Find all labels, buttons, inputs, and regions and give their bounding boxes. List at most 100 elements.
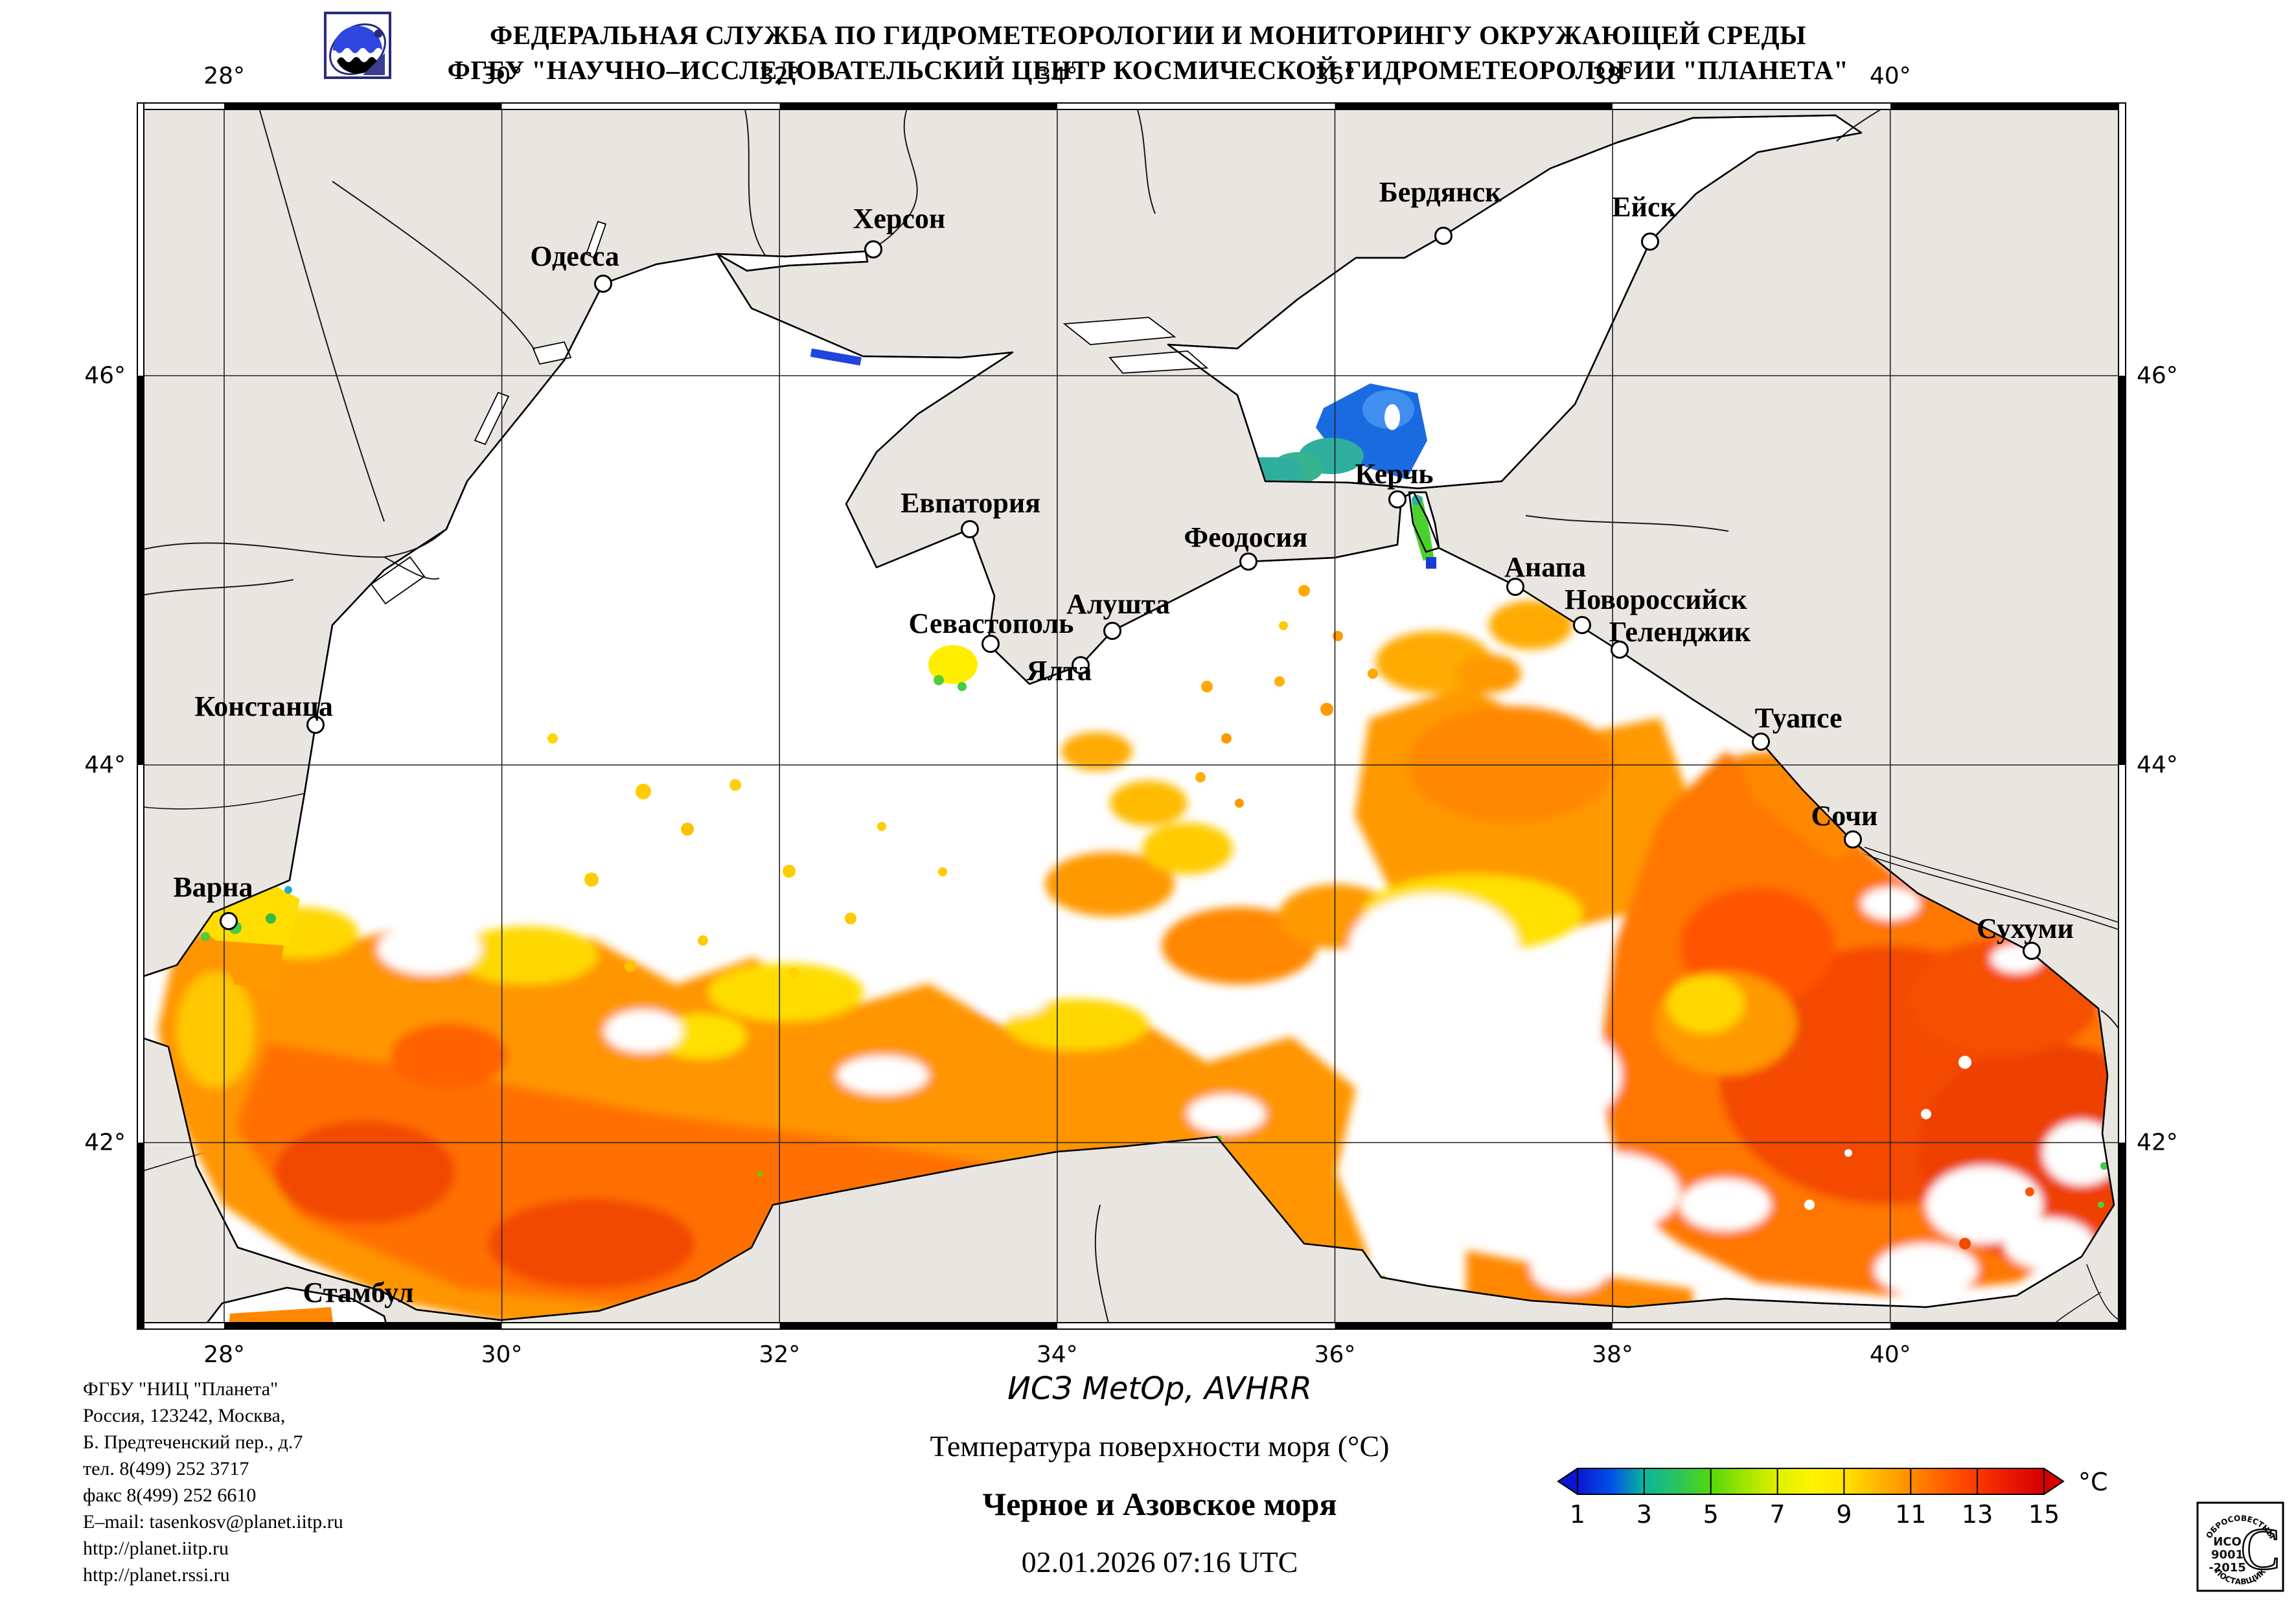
- city-marker: [1640, 232, 1659, 251]
- city-label: Ялта: [1026, 654, 1092, 687]
- city-label: Севастополь: [908, 607, 1074, 639]
- frame-band-bottom: [138, 1322, 2125, 1328]
- contact-line: факс 8(499) 252 6610: [83, 1485, 257, 1506]
- satellite-source: ИСЗ MetOp, AVHRR: [1007, 1371, 1313, 1407]
- city-marker: [864, 240, 883, 259]
- color-scale-ticks: [1577, 1468, 2045, 1494]
- color-scale-value: 13: [1961, 1500, 1993, 1529]
- city-marker: [219, 912, 238, 931]
- city-marker: [593, 274, 612, 293]
- longitude-tick: 40°: [1869, 63, 1911, 89]
- city-marker: [306, 715, 325, 734]
- city-marker: [1844, 830, 1863, 849]
- city-marker: [1103, 622, 1122, 641]
- city-label: Алушта: [1066, 588, 1170, 621]
- region-title: Черное и Азовское моря: [982, 1486, 1337, 1522]
- city-layer: Одесса Херсон Бердянск Ейск Керчь Евпатория Фе…: [138, 104, 2125, 1328]
- city-label: Херсон: [853, 202, 946, 234]
- city-marker: [1752, 733, 1771, 751]
- graticule: [138, 104, 2125, 1328]
- axis-top: 28° 30° 32° 34° 36° 38° 40°: [138, 60, 2125, 89]
- longitude-tick: 30°: [481, 63, 523, 89]
- city-marker: [960, 519, 979, 538]
- datetime: 02.01.2026 07:16 UTC: [1021, 1545, 1298, 1579]
- color-scale-value: 5: [1703, 1500, 1719, 1529]
- header-line-1: ФЕДЕРАЛЬНАЯ СЛУЖБА ПО ГИДРОМЕТЕОРОЛОГИИ …: [490, 20, 1806, 50]
- city-label: Сочи: [1811, 799, 1878, 832]
- city-label: Керчь: [1355, 458, 1434, 490]
- longitude-tick: 28°: [203, 1341, 245, 1368]
- frame-band-top: [138, 104, 2125, 110]
- city-label: Стамбул: [303, 1276, 414, 1308]
- latitude-tick: 42°: [84, 1129, 126, 1156]
- color-scale-value: 3: [1636, 1500, 1652, 1529]
- city-label: Сухуми: [1977, 912, 2074, 944]
- longitude-tick: 30°: [481, 1341, 523, 1368]
- color-scale: [1555, 1465, 2067, 1498]
- contact-line-email: E–mail: tasenkosv@planet.iitp.ru: [83, 1511, 343, 1533]
- longitude-tick: 38°: [1592, 1341, 1633, 1368]
- contact-line: ФГБУ "НИЦ "Планета": [83, 1378, 279, 1400]
- latitude-tick: 44°: [84, 751, 126, 779]
- sst-field: [157, 264, 2114, 1328]
- color-scale-labels: 1 3 5 7 9 11 13 15: [1555, 1500, 2067, 1529]
- contact-line: тел. 8(499) 252 3717: [83, 1458, 249, 1479]
- longitude-tick: 34°: [1036, 63, 1078, 89]
- header-line-2: ФГБУ "НАУЧНО–ИССЛЕДОВАТЕЛЬСКИЙ ЦЕНТР КОС…: [447, 55, 1849, 85]
- lagoons: [370, 220, 1209, 605]
- city-label: Ейск: [1612, 190, 1677, 223]
- axis-bottom: 28° 30° 32° 34° 36° 38° 40°: [138, 1338, 2125, 1368]
- city-label: Варна: [173, 871, 253, 904]
- color-scale-unit: °C: [2078, 1468, 2108, 1496]
- longitude-tick: 34°: [1036, 1341, 1078, 1368]
- latitude-tick: 42°: [2137, 1129, 2178, 1156]
- axis-right: 46° 44° 42°: [2133, 104, 2198, 1328]
- city-label: Туапсе: [1754, 701, 1843, 734]
- sst-details: [176, 264, 2108, 1328]
- city-marker: [1071, 656, 1090, 675]
- contact-line-url: http://planet.iitp.ru: [83, 1538, 229, 1559]
- contact-line: Б. Предтеченский пер., д.7: [83, 1431, 303, 1453]
- longitude-tick: 40°: [1869, 1341, 1911, 1368]
- latitude-tick: 46°: [2137, 362, 2178, 389]
- contact-line: Россия, 123242, Москва,: [83, 1405, 286, 1426]
- map-canvas: [138, 104, 2125, 1328]
- contact-line-url: http://planet.rssi.ru: [83, 1564, 230, 1586]
- stamp-9001: 9001: [2211, 1548, 2244, 1562]
- longitude-tick: 32°: [759, 63, 801, 89]
- stamp-2015: -2015: [2209, 1561, 2246, 1575]
- longitude-tick: 38°: [1592, 63, 1633, 89]
- planeta-logo: [324, 12, 391, 79]
- color-scale-value: 7: [1769, 1500, 1785, 1529]
- city-label: Феодосия: [1184, 521, 1308, 553]
- title-block: ИСЗ MetOp, AVHRR Температура поверхности…: [687, 1371, 1633, 1579]
- city-label: Евпатория: [901, 487, 1041, 519]
- color-scale-value: 9: [1836, 1500, 1852, 1529]
- longitude-tick: 32°: [759, 1341, 801, 1368]
- city-label: Одесса: [530, 240, 619, 272]
- sst-map: Одесса Херсон Бердянск Ейск Керчь Евпатория Фе…: [138, 104, 2125, 1328]
- product-title: Температура поверхности моря (°C): [930, 1430, 1390, 1463]
- color-scale-value: 1: [1569, 1500, 1586, 1529]
- longitude-tick: 36°: [1314, 1341, 1356, 1368]
- latitude-tick: 44°: [2137, 751, 2178, 779]
- city-marker: [1611, 641, 1629, 659]
- city-marker: [1434, 227, 1453, 245]
- stamp-iso: ИСО: [2213, 1535, 2242, 1549]
- city-label: Бердянск: [1379, 176, 1502, 208]
- axis-left: 46° 44° 42°: [65, 104, 130, 1328]
- city-label: Констанца: [194, 690, 333, 722]
- color-scale-value: 15: [2028, 1500, 2060, 1529]
- city-label: Геленджик: [1609, 615, 1751, 648]
- city-marker: [2022, 942, 2041, 960]
- latitude-tick: 46°: [84, 362, 126, 389]
- city-marker: [1388, 490, 1406, 508]
- stamp-c-mark: C: [2240, 1516, 2280, 1582]
- contact-block: ФГБУ "НИЦ "Планета" Россия, 123242, Моск…: [83, 1376, 343, 1588]
- frame-band-left: [138, 104, 144, 1328]
- planeta-logo-icon: [324, 12, 391, 79]
- longitude-tick: 36°: [1314, 63, 1356, 89]
- frame-band-right: [2118, 104, 2125, 1328]
- color-scale-value: 11: [1895, 1500, 1927, 1529]
